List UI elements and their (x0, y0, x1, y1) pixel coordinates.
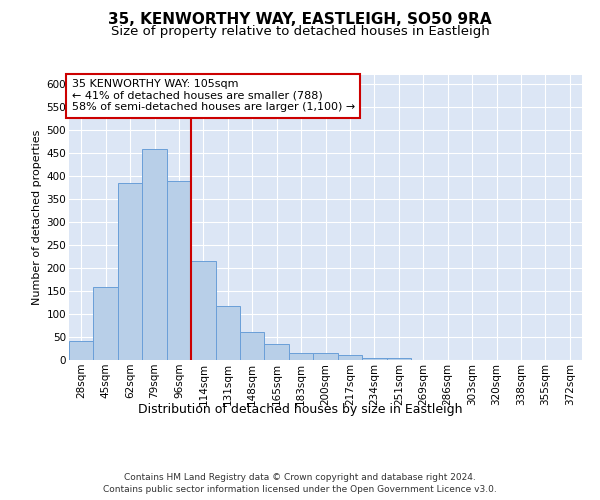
Bar (289, 353, 313, 360)
Text: Size of property relative to detached houses in Eastleigh: Size of property relative to detached ho… (110, 25, 490, 38)
Y-axis label: Number of detached properties: Number of detached properties (32, 130, 43, 305)
Text: Contains HM Land Registry data © Crown copyright and database right 2024.: Contains HM Land Registry data © Crown c… (124, 472, 476, 482)
Bar (167, 180, 191, 360)
Bar (191, 261, 215, 360)
Text: 35, KENWORTHY WAY, EASTLEIGH, SO50 9RA: 35, KENWORTHY WAY, EASTLEIGH, SO50 9RA (108, 12, 492, 28)
Bar (118, 183, 142, 360)
Bar (240, 332, 265, 360)
Bar (338, 356, 362, 360)
Text: 35 KENWORTHY WAY: 105sqm
← 41% of detached houses are smaller (788)
58% of semi-: 35 KENWORTHY WAY: 105sqm ← 41% of detach… (71, 80, 355, 112)
Bar (265, 344, 289, 360)
Bar (386, 358, 411, 360)
Text: Distribution of detached houses by size in Eastleigh: Distribution of detached houses by size … (138, 402, 462, 415)
Bar (362, 358, 386, 360)
Bar (94, 288, 118, 360)
Text: Contains public sector information licensed under the Open Government Licence v3: Contains public sector information licen… (103, 485, 497, 494)
Bar (69, 340, 94, 360)
Bar (215, 306, 240, 360)
Bar (313, 353, 338, 360)
Bar (142, 148, 167, 360)
